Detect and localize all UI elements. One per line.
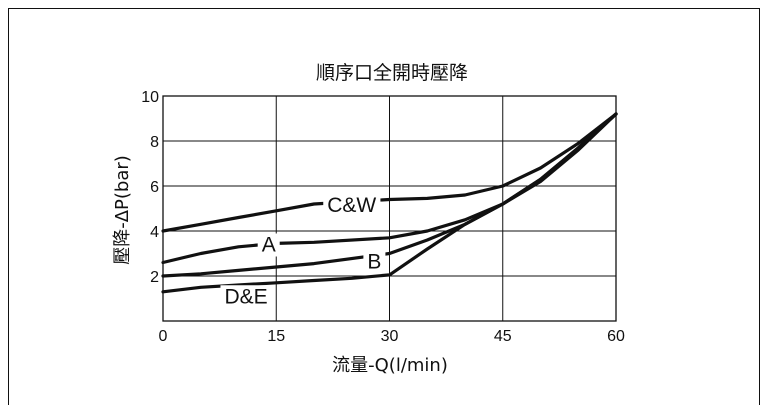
curve-label-background [363,250,386,274]
curve-label: C&W [327,194,376,217]
grid [162,95,617,322]
curve-labels: C&W A B D&E [220,194,386,309]
curves [161,112,618,294]
curve-label: D&E [224,285,267,308]
y-tick-label: 10 [141,89,159,106]
x-tick-label: 45 [494,328,512,345]
x-tick-label: 15 [267,328,285,345]
series-line-1 [161,112,618,265]
y-axis-label: 壓降-ΔP(bar) [112,155,133,265]
y-tick-label: 8 [150,134,159,151]
x-tick-label: 60 [607,328,625,345]
chart-frame [8,8,760,405]
y-tick-label: 4 [150,224,159,241]
y-tick-label: 6 [150,179,159,196]
chart-title: 順序口全開時壓降 [316,62,468,84]
series-line-0 [161,112,618,233]
curve-label: A [262,234,276,257]
curve-label-background [220,285,272,309]
series-line-3 [161,112,618,294]
curve-label: B [367,250,381,273]
y-tick-label: 2 [150,269,159,286]
curve-label-background [257,233,280,257]
tick-labels: 0 15 30 45 60 2 4 6 8 10 [141,89,625,345]
curve-label-background [323,194,381,218]
x-tick-label: 0 [159,328,168,345]
x-axis-label: 流量-Q(l/min) [332,355,448,376]
x-tick-label: 30 [381,328,399,345]
